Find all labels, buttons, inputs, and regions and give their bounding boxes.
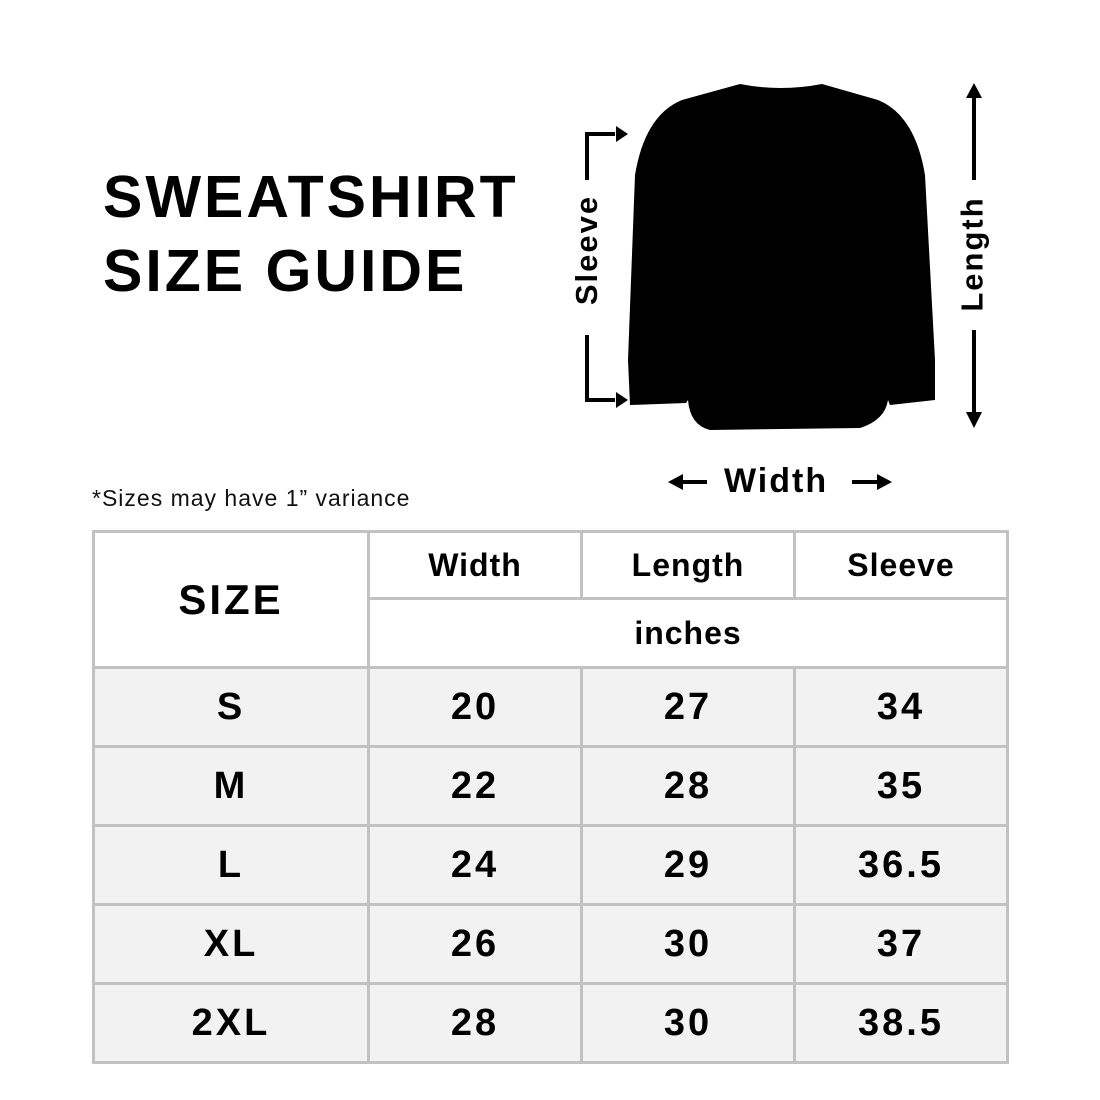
size-header: SIZE — [92, 530, 370, 669]
table-row: XL 26 30 37 — [92, 903, 1009, 985]
size-cell: M — [92, 745, 370, 827]
table-row: M 22 28 35 — [92, 745, 1009, 827]
size-table: SIZE Width Length Sleeve inches S 20 27 34 … — [92, 530, 1009, 1064]
sleeve-header: Sleeve — [793, 530, 1009, 600]
length-cell: 29 — [580, 824, 796, 906]
sleeve-label: Sleeve — [569, 194, 604, 306]
length-label: Length — [954, 196, 990, 312]
size-cell: L — [92, 824, 370, 906]
sleeve-cell: 36.5 — [793, 824, 1009, 906]
width-cell: 26 — [367, 903, 583, 985]
width-label: Width — [724, 462, 829, 500]
sleeve-cell: 38.5 — [793, 982, 1009, 1064]
sleeve-cell: 34 — [793, 666, 1009, 748]
table-row: L 24 29 36.5 — [92, 824, 1009, 906]
title-line-2: SIZE GUIDE — [103, 238, 468, 304]
width-cell: 22 — [367, 745, 583, 827]
length-cell: 28 — [580, 745, 796, 827]
width-header: Width — [367, 530, 583, 600]
variance-note: *Sizes may have 1” variance — [92, 485, 411, 511]
size-cell: 2XL — [92, 982, 370, 1064]
sweatshirt-image — [628, 84, 935, 430]
length-cell: 30 — [580, 982, 796, 1064]
title-line-1: SWEATSHIRT — [103, 164, 519, 230]
length-arrow-icon — [966, 83, 982, 428]
length-header: Length — [580, 530, 796, 600]
width-arrow-icon — [668, 474, 892, 490]
page-title: SWEATSHIRT SIZE GUIDE — [103, 160, 519, 308]
length-cell: 27 — [580, 666, 796, 748]
sweatshirt-diagram — [585, 83, 982, 490]
unit-header: inches — [367, 597, 1009, 669]
width-cell: 28 — [367, 982, 583, 1064]
length-cell: 30 — [580, 903, 796, 985]
sleeve-cell: 37 — [793, 903, 1009, 985]
sleeve-arrow-icon — [585, 126, 628, 408]
size-cell: XL — [92, 903, 370, 985]
size-cell: S — [92, 666, 370, 748]
width-cell: 24 — [367, 824, 583, 906]
sleeve-cell: 35 — [793, 745, 1009, 827]
table-row: 2XL 28 30 38.5 — [92, 982, 1009, 1064]
table-row: S 20 27 34 — [92, 666, 1009, 748]
width-cell: 20 — [367, 666, 583, 748]
